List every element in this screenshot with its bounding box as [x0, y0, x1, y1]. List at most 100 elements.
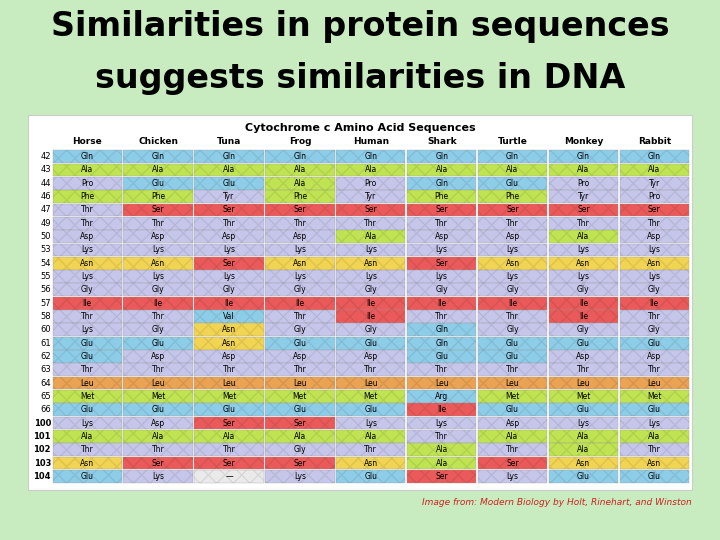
FancyBboxPatch shape	[478, 204, 547, 217]
FancyBboxPatch shape	[549, 244, 618, 256]
Text: Ser: Ser	[506, 458, 519, 468]
Text: Lys: Lys	[648, 272, 660, 281]
Text: 100: 100	[34, 418, 51, 428]
FancyBboxPatch shape	[194, 204, 264, 217]
Text: Ala: Ala	[294, 165, 306, 174]
Text: Asn: Asn	[222, 325, 236, 334]
Text: Gly: Gly	[506, 285, 519, 294]
Text: 64: 64	[40, 379, 51, 388]
FancyBboxPatch shape	[336, 323, 405, 336]
FancyBboxPatch shape	[53, 204, 122, 217]
FancyBboxPatch shape	[336, 377, 405, 389]
Text: Glu: Glu	[222, 179, 235, 188]
Text: Met: Met	[364, 392, 378, 401]
Text: Thr: Thr	[364, 365, 377, 374]
FancyBboxPatch shape	[265, 297, 335, 309]
FancyBboxPatch shape	[194, 403, 264, 416]
FancyBboxPatch shape	[549, 310, 618, 323]
Text: Ala: Ala	[364, 432, 377, 441]
Text: 46: 46	[40, 192, 51, 201]
FancyBboxPatch shape	[620, 403, 689, 416]
Text: Cytochrome c Amino Acid Sequences: Cytochrome c Amino Acid Sequences	[245, 123, 475, 133]
FancyBboxPatch shape	[123, 284, 193, 296]
FancyBboxPatch shape	[194, 270, 264, 283]
Text: Gln: Gln	[152, 152, 165, 161]
FancyBboxPatch shape	[265, 204, 335, 217]
FancyBboxPatch shape	[620, 190, 689, 203]
FancyBboxPatch shape	[620, 244, 689, 256]
FancyBboxPatch shape	[123, 190, 193, 203]
Text: Glu: Glu	[506, 179, 519, 188]
Text: Ala: Ala	[506, 432, 518, 441]
FancyBboxPatch shape	[478, 377, 547, 389]
Text: Ser: Ser	[506, 205, 519, 214]
Text: Thr: Thr	[81, 445, 94, 454]
FancyBboxPatch shape	[123, 150, 193, 163]
Text: Asp: Asp	[293, 352, 307, 361]
Text: Gln: Gln	[364, 152, 377, 161]
Text: Leu: Leu	[577, 379, 590, 388]
FancyBboxPatch shape	[549, 230, 618, 243]
Text: Thr: Thr	[436, 312, 448, 321]
Text: Lys: Lys	[365, 418, 377, 428]
FancyBboxPatch shape	[407, 244, 477, 256]
Text: Thr: Thr	[506, 445, 519, 454]
Text: Ala: Ala	[81, 432, 94, 441]
Text: Horse: Horse	[73, 137, 102, 146]
Text: Asn: Asn	[647, 458, 662, 468]
FancyBboxPatch shape	[123, 377, 193, 389]
Text: Glu: Glu	[293, 405, 307, 414]
Text: Ile: Ile	[366, 299, 375, 308]
FancyBboxPatch shape	[407, 337, 477, 349]
FancyBboxPatch shape	[478, 164, 547, 177]
Text: Leu: Leu	[81, 379, 94, 388]
FancyBboxPatch shape	[478, 150, 547, 163]
FancyBboxPatch shape	[620, 217, 689, 230]
FancyBboxPatch shape	[549, 470, 618, 483]
FancyBboxPatch shape	[123, 363, 193, 376]
FancyBboxPatch shape	[478, 217, 547, 230]
FancyBboxPatch shape	[265, 244, 335, 256]
Text: Ala: Ala	[223, 432, 235, 441]
FancyBboxPatch shape	[336, 150, 405, 163]
Text: Human: Human	[353, 137, 389, 146]
FancyBboxPatch shape	[336, 217, 405, 230]
FancyBboxPatch shape	[123, 350, 193, 363]
FancyBboxPatch shape	[407, 470, 477, 483]
Text: Thr: Thr	[152, 445, 164, 454]
FancyBboxPatch shape	[336, 310, 405, 323]
Text: Lys: Lys	[577, 245, 590, 254]
FancyBboxPatch shape	[123, 297, 193, 309]
FancyBboxPatch shape	[194, 430, 264, 443]
FancyBboxPatch shape	[194, 257, 264, 269]
Text: Pro: Pro	[577, 179, 590, 188]
Text: Ser: Ser	[152, 205, 164, 214]
Text: Lys: Lys	[648, 245, 660, 254]
FancyBboxPatch shape	[336, 177, 405, 190]
Text: Asn: Asn	[222, 339, 236, 348]
FancyBboxPatch shape	[53, 217, 122, 230]
Text: 103: 103	[34, 458, 51, 468]
Text: Lys: Lys	[81, 325, 93, 334]
Text: Leu: Leu	[293, 379, 307, 388]
Text: Gly: Gly	[222, 285, 235, 294]
FancyBboxPatch shape	[53, 377, 122, 389]
Text: Gly: Gly	[577, 325, 590, 334]
FancyBboxPatch shape	[194, 297, 264, 309]
Text: Ser: Ser	[222, 458, 235, 468]
Text: Glu: Glu	[577, 472, 590, 481]
Text: suggests similarities in DNA: suggests similarities in DNA	[95, 62, 625, 95]
Text: Thr: Thr	[648, 365, 661, 374]
Text: Lys: Lys	[436, 245, 448, 254]
Text: Lys: Lys	[81, 418, 93, 428]
FancyBboxPatch shape	[407, 177, 477, 190]
Text: 56: 56	[40, 285, 51, 294]
Text: Asp: Asp	[505, 232, 520, 241]
Text: Thr: Thr	[648, 445, 661, 454]
Text: Thr: Thr	[294, 219, 306, 228]
FancyBboxPatch shape	[194, 244, 264, 256]
Text: Gly: Gly	[152, 325, 164, 334]
FancyBboxPatch shape	[549, 417, 618, 429]
FancyBboxPatch shape	[336, 230, 405, 243]
Text: Ser: Ser	[222, 418, 235, 428]
